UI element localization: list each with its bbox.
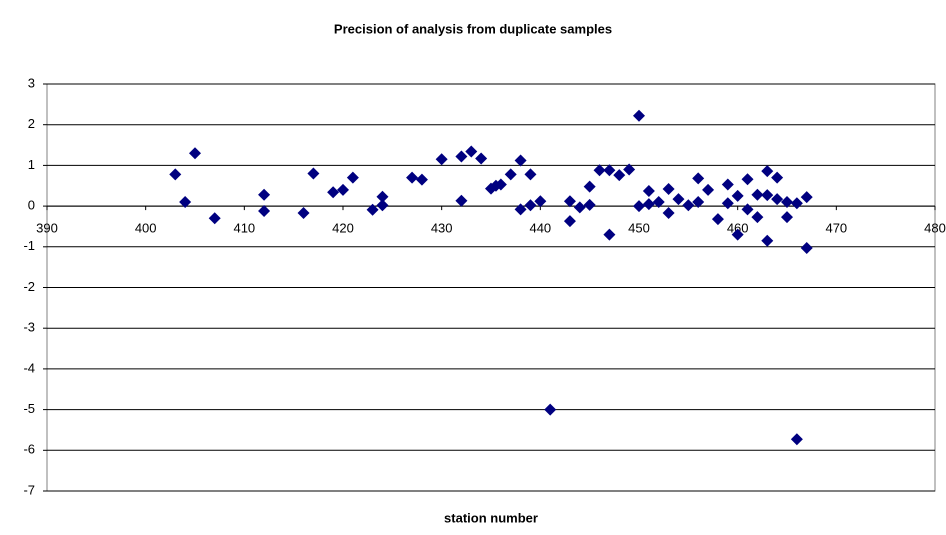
point (327, 186, 340, 199)
point (189, 147, 201, 160)
point (800, 242, 813, 255)
point (731, 228, 744, 241)
point (524, 168, 537, 181)
chart-title: Precision of analysis from duplicate sam… (334, 21, 612, 36)
y-tick-label: 2 (28, 116, 35, 131)
point (692, 196, 705, 209)
y-tick-label: -3 (23, 320, 35, 335)
y-tick-label: 0 (28, 198, 35, 213)
point (682, 199, 695, 212)
point (741, 173, 754, 186)
point (593, 164, 606, 177)
x-tick-label: 430 (431, 221, 453, 236)
point (583, 180, 596, 193)
point (672, 193, 685, 206)
point (258, 188, 271, 201)
point (504, 168, 517, 181)
y-tick-label: -6 (23, 442, 35, 457)
point (534, 195, 547, 208)
x-tick-label: 400 (135, 221, 157, 236)
point (573, 201, 586, 214)
point (514, 154, 527, 167)
x-tick-label: 420 (332, 221, 354, 236)
point (662, 207, 675, 220)
point (711, 213, 724, 226)
x-axis-title: station number (444, 510, 538, 525)
point (781, 211, 793, 224)
point (800, 191, 813, 204)
point (376, 190, 389, 203)
point (258, 204, 271, 217)
y-tick-label: -1 (23, 238, 35, 253)
x-tick-label: 450 (628, 221, 650, 236)
point (366, 203, 379, 216)
point (563, 195, 576, 208)
point (781, 196, 793, 209)
point (465, 145, 478, 158)
point (603, 164, 616, 177)
point (583, 198, 596, 211)
point (662, 183, 675, 196)
point (790, 197, 803, 210)
point (633, 200, 645, 213)
point (771, 193, 784, 206)
point (544, 403, 557, 416)
point (771, 171, 784, 184)
point (179, 196, 192, 209)
point (603, 228, 616, 241)
point (514, 203, 527, 216)
y-tick-label: -2 (23, 279, 35, 294)
point (435, 153, 448, 166)
point (455, 150, 468, 163)
point (494, 178, 507, 191)
point (761, 165, 774, 178)
x-tick-label: 390 (36, 221, 58, 236)
point (455, 194, 468, 207)
point (741, 203, 754, 216)
x-tick-label: 480 (924, 221, 946, 236)
point (790, 433, 803, 446)
y-tick-label: -7 (23, 482, 35, 497)
point (346, 171, 359, 184)
point (652, 196, 665, 209)
y-tick-label: -5 (23, 401, 35, 416)
point (761, 234, 774, 247)
point (406, 171, 419, 184)
point (761, 189, 774, 202)
point (563, 215, 576, 228)
point (633, 109, 645, 122)
x-tick-label: 410 (233, 221, 255, 236)
point (169, 168, 182, 181)
x-tick-label: 470 (825, 221, 847, 236)
point (702, 183, 715, 196)
point (376, 199, 389, 212)
point (297, 207, 310, 220)
y-tick-label: 1 (28, 157, 35, 172)
point (337, 183, 349, 196)
point (692, 172, 705, 185)
point (721, 178, 734, 191)
point (415, 173, 428, 186)
point (623, 163, 636, 176)
point (642, 198, 655, 211)
point (613, 169, 626, 182)
y-tick-label: -4 (23, 360, 35, 375)
x-tick-label: 460 (727, 221, 749, 236)
point (751, 188, 764, 201)
point (751, 211, 764, 224)
y-tick-label: 3 (28, 75, 35, 90)
point (208, 212, 221, 225)
point (475, 152, 488, 165)
point (307, 167, 320, 180)
point (721, 197, 734, 210)
point (731, 189, 744, 202)
x-tick-label: 440 (529, 221, 551, 236)
point (642, 185, 655, 198)
point (524, 199, 537, 212)
